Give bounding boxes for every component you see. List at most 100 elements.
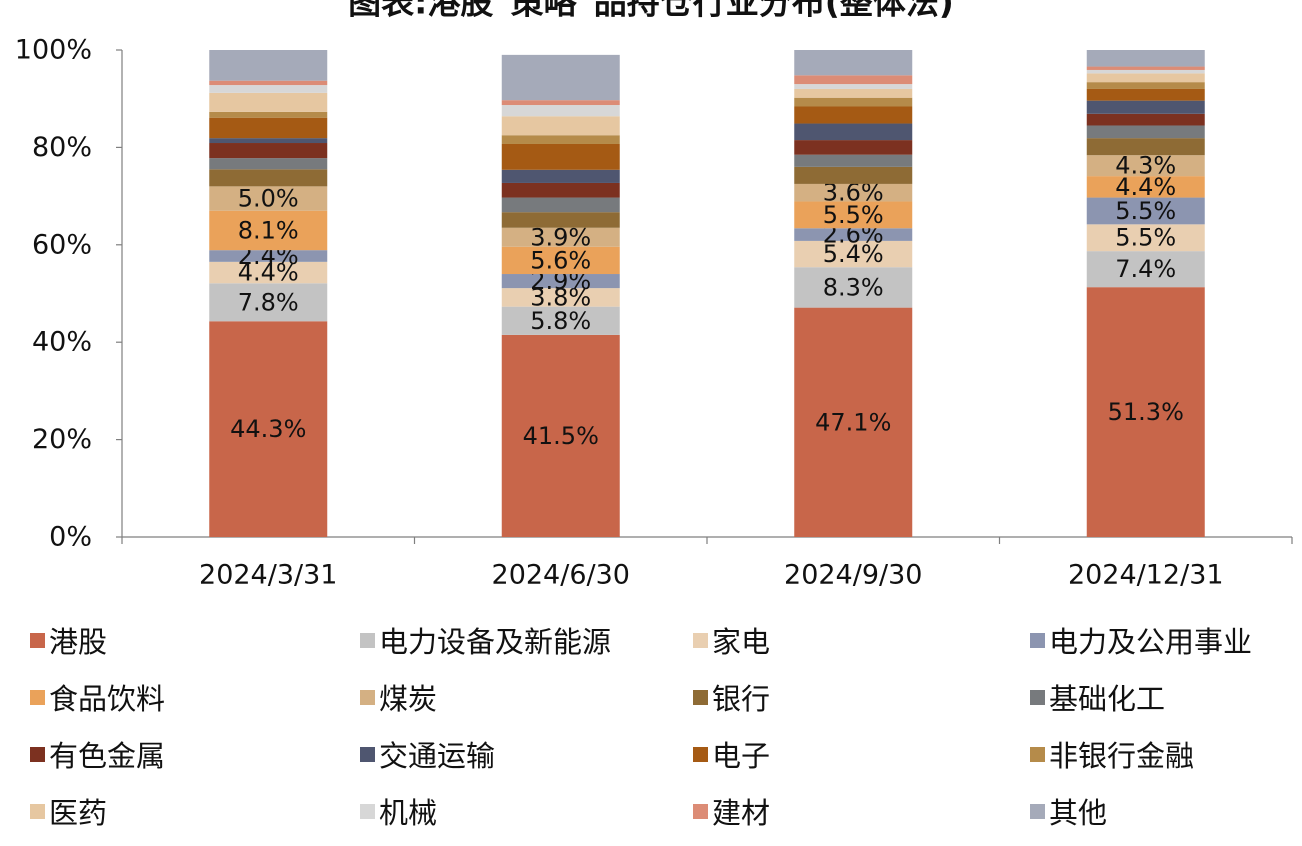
bar-segment xyxy=(794,201,913,229)
legend-swatch xyxy=(693,689,708,705)
legend-item: 建材 xyxy=(693,789,770,833)
bar-segment xyxy=(209,261,328,284)
data-label: 7.4% xyxy=(1115,255,1176,283)
bar-segment xyxy=(209,80,328,86)
data-label: 3.9% xyxy=(530,223,591,251)
bar-segment xyxy=(1086,82,1205,89)
bar-segment xyxy=(794,106,913,124)
bar-segment xyxy=(794,240,913,268)
legend-item: 基础化工 xyxy=(1030,675,1165,719)
bar-segment xyxy=(501,105,620,117)
legend-swatch xyxy=(360,689,375,705)
data-label: 41.5% xyxy=(523,422,599,450)
bar-segment xyxy=(501,182,620,198)
legend-item: 机械 xyxy=(360,789,437,833)
data-label: 5.4% xyxy=(823,240,884,268)
legend-swatch xyxy=(693,746,708,762)
bar-segment xyxy=(209,50,328,81)
legend-item: 其他 xyxy=(1030,789,1107,833)
chart-title: 图表:港股"策略"品持仓行业分布(整体法) xyxy=(348,0,954,22)
data-label: 4.4% xyxy=(1115,173,1176,201)
legend-label: 建材 xyxy=(712,796,771,830)
bar-segment xyxy=(209,250,328,262)
bar-segment xyxy=(501,197,620,213)
data-label: 7.8% xyxy=(238,288,299,316)
bar-segment xyxy=(501,306,620,335)
legend-label: 基础化工 xyxy=(1049,682,1166,716)
legend-label: 交通运输 xyxy=(379,739,496,773)
bar-segment xyxy=(501,227,620,247)
data-label: 5.6% xyxy=(530,246,591,274)
bar-segment xyxy=(1086,138,1205,156)
legend-label: 电力设备及新能源 xyxy=(379,625,612,659)
bar-segment xyxy=(794,97,913,107)
legend-swatch xyxy=(30,632,45,648)
data-label: 8.1% xyxy=(238,216,299,244)
bar-segment xyxy=(1086,88,1205,101)
bar-segment xyxy=(209,138,328,144)
legend-label: 其他 xyxy=(1049,796,1108,830)
legend-label: 家电 xyxy=(712,625,771,659)
bar-segment xyxy=(209,283,328,322)
bar-segment xyxy=(1086,176,1205,198)
bar-segment xyxy=(209,169,328,187)
legend-item: 电力设备及新能源 xyxy=(360,618,611,662)
bar-segment xyxy=(794,166,913,184)
data-label: 51.3% xyxy=(1108,398,1184,426)
data-label: 5.0% xyxy=(238,185,299,213)
bar-segment xyxy=(1086,69,1205,74)
bar-segment xyxy=(209,186,328,211)
bar-segment xyxy=(794,228,913,241)
bar-segment xyxy=(1086,73,1205,83)
y-tick-label: 0% xyxy=(49,522,92,553)
legend-label: 电子 xyxy=(712,739,771,773)
bar-segment xyxy=(501,135,620,144)
bar-segment xyxy=(209,85,328,93)
x-tick-label: 2024/9/30 xyxy=(784,560,922,591)
x-tick-label: 2024/6/30 xyxy=(492,560,630,591)
data-label: 5.5% xyxy=(1115,224,1176,252)
bar-segment xyxy=(1086,251,1205,288)
bar-segment xyxy=(209,143,328,159)
legend-swatch xyxy=(30,746,45,762)
bar-segment xyxy=(501,116,620,136)
y-tick-label: 40% xyxy=(32,327,92,358)
bar-segment xyxy=(501,143,620,170)
legend-swatch xyxy=(1030,689,1045,705)
data-label: 47.1% xyxy=(815,408,891,436)
bar-segment xyxy=(1086,125,1205,139)
legend-label: 机械 xyxy=(379,796,438,830)
legend-item: 有色金属 xyxy=(30,732,165,776)
legend: 港股 电力设备及新能源 家电 电力及公用事业 食品饮料 煤炭 银行 基础化工 有色金属 交通运输 电… xyxy=(0,612,1302,842)
bar-segment xyxy=(209,117,328,139)
bar-segment xyxy=(794,123,913,141)
bar-segment xyxy=(501,288,620,307)
bar-segment xyxy=(794,140,913,155)
legend-item: 电力及公用事业 xyxy=(1030,618,1252,662)
data-label: 5.8% xyxy=(530,307,591,335)
legend-swatch xyxy=(360,803,375,819)
legend-item: 医药 xyxy=(30,789,107,833)
legend-item: 电子 xyxy=(693,732,770,776)
data-label: 8.3% xyxy=(823,273,884,301)
legend-item: 港股 xyxy=(30,618,107,662)
bar-segment xyxy=(209,92,328,112)
bar-segment xyxy=(209,111,328,118)
legend-label: 电力及公用事业 xyxy=(1049,625,1253,659)
bar-segment xyxy=(794,183,913,202)
plot-area: 图表:港股"策略"品持仓行业分布(整体法) 0% 20% 40% 60% 80% 100% 4… xyxy=(15,0,1293,591)
bar-segment xyxy=(1086,66,1205,70)
legend-item: 煤炭 xyxy=(360,675,437,719)
legend-swatch xyxy=(360,632,375,648)
x-tick-label: 2024/3/31 xyxy=(199,560,337,591)
y-tick-label: 20% xyxy=(32,424,92,455)
legend-item: 银行 xyxy=(693,675,770,719)
legend-swatch xyxy=(30,803,45,819)
legend-item: 家电 xyxy=(693,618,770,662)
data-label: 4.4% xyxy=(238,259,299,287)
bar-segment xyxy=(794,75,913,85)
bar-segment xyxy=(501,169,620,183)
data-label: 44.3% xyxy=(230,415,306,443)
bar-segment xyxy=(209,321,328,537)
